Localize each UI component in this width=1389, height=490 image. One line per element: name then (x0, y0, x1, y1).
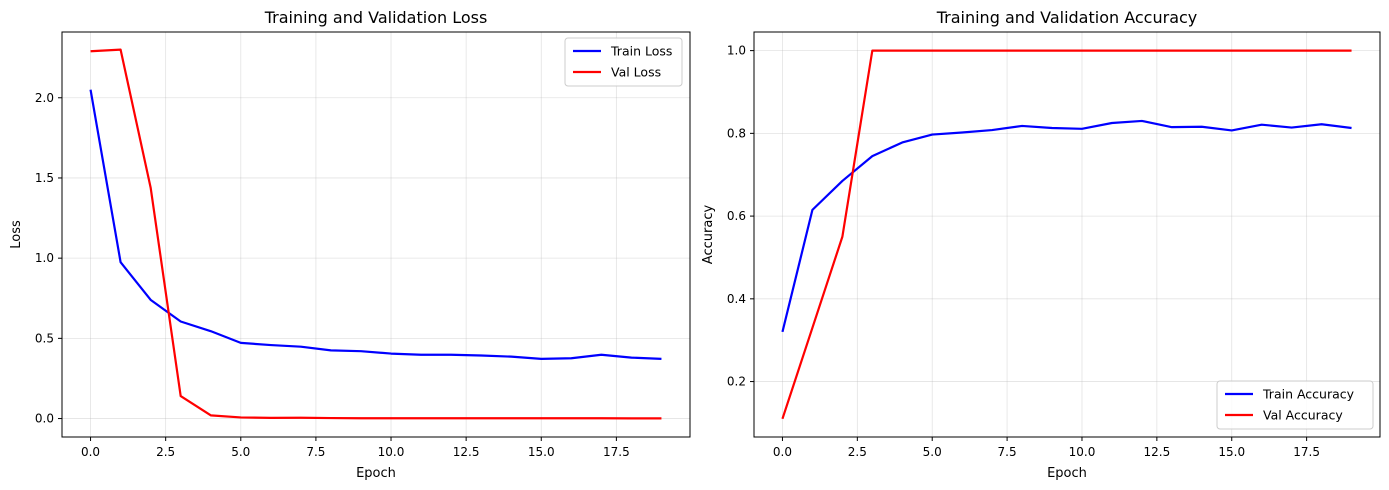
x-tick-label: 15.0 (528, 445, 555, 459)
legend: Train Loss Val Loss (564, 37, 683, 87)
x-axis-label: Epoch (356, 466, 396, 481)
x-tick-label: 12.5 (1143, 445, 1170, 459)
x-tick-label: 7.5 (306, 445, 325, 459)
chart-title: Training and Validation Accuracy (936, 8, 1198, 27)
plot-frame (753, 31, 1381, 438)
legend-label-val: Val Loss (611, 65, 661, 80)
series-line-val (90, 48, 662, 420)
x-tick-label: 5.0 (231, 445, 250, 459)
series-line-val (781, 49, 1352, 420)
y-tick-label: 1.0 (727, 44, 746, 58)
x-tick-label: 0.0 (81, 445, 100, 459)
x-tick-label: 10.0 (1069, 445, 1096, 459)
y-tick-label: 0.8 (727, 126, 746, 140)
y-tick-label: 0.6 (727, 209, 746, 223)
x-tick-label: 12.5 (453, 445, 480, 459)
y-tick-label: 0.0 (35, 412, 54, 426)
loss-chart: Training and Validation Loss Epoch Loss … (9, 8, 691, 481)
x-axis-label: Epoch (1047, 466, 1087, 481)
plot-frame (61, 31, 691, 438)
x-tick-label: 2.5 (156, 445, 175, 459)
series-line-train (89, 89, 662, 360)
y-tick-label: 0.2 (727, 375, 746, 389)
x-tick-label: 15.0 (1218, 445, 1245, 459)
legend-box (1216, 380, 1374, 430)
x-tick-label: 17.5 (1293, 445, 1320, 459)
x-tick-label: 2.5 (848, 445, 867, 459)
chart-title: Training and Validation Loss (264, 8, 488, 27)
y-tick-label: 1.0 (35, 251, 54, 265)
x-tick-label: 7.5 (998, 445, 1017, 459)
x-tick-label: 17.5 (603, 445, 630, 459)
x-tick-label: 5.0 (923, 445, 942, 459)
legend-label-train: Train Loss (610, 44, 672, 59)
legend-label-val: Val Accuracy (1263, 408, 1343, 423)
series-line-train (781, 119, 1352, 333)
y-axis-label: Loss (9, 220, 24, 249)
accuracy-chart: Training and Validation Accuracy Epoch A… (701, 8, 1381, 481)
x-tick-label: 10.0 (378, 445, 405, 459)
y-axis-label: Accuracy (701, 205, 716, 265)
legend: Train Accuracy Val Accuracy (1216, 380, 1374, 430)
y-tick-label: 2.0 (35, 91, 54, 105)
y-tick-label: 0.5 (35, 331, 54, 345)
y-tick-label: 0.4 (727, 292, 746, 306)
legend-label-train: Train Accuracy (1262, 387, 1355, 402)
x-tick-label: 0.0 (773, 445, 792, 459)
y-tick-label: 1.5 (35, 171, 54, 185)
